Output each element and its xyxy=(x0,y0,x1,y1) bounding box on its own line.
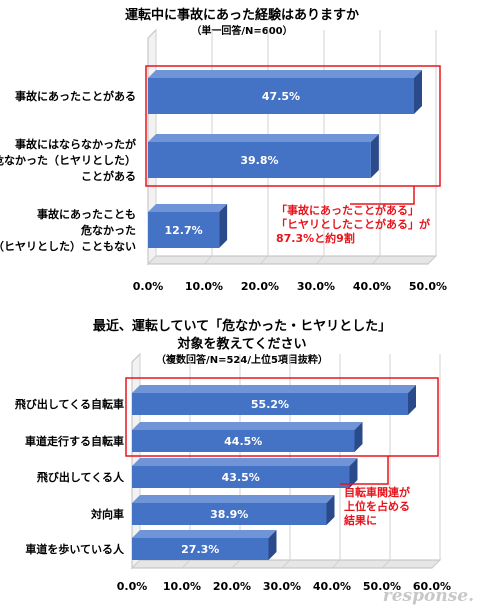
chart2-bar-top xyxy=(132,422,363,430)
watermark: response. xyxy=(382,586,474,606)
chart2-category-label: 車道走行する自転車 xyxy=(25,434,124,448)
chart1-highlight-connector xyxy=(350,186,415,205)
chart2-title-line1: 最近、運転していて「危なかった・ヒヤリとした」 xyxy=(92,319,392,334)
chart2-bar-top xyxy=(132,495,335,503)
chart2-data-label: 44.5% xyxy=(224,435,262,448)
chart2-annotation-line: 自転車関連が xyxy=(344,486,410,499)
chart1-floor xyxy=(146,255,438,265)
chart2-annotation-line: 上位を占める xyxy=(344,500,410,513)
chart2-bar-side xyxy=(326,495,335,525)
chart2-highlight-connector xyxy=(340,456,389,485)
chart1-tick-label: 40.0% xyxy=(353,280,391,293)
chart1-data-label: 47.5% xyxy=(262,90,300,103)
chart2-category-label: 対向車 xyxy=(90,507,124,521)
chart2-data-label: 38.9% xyxy=(210,508,248,521)
chart1-bar xyxy=(148,78,414,114)
chart1-annotation-line: 「ヒヤリとしたことがある」が xyxy=(276,218,430,231)
chart1-gridline-floor xyxy=(371,255,381,265)
chart1-category-label: （ヒヤリとした）こともない xyxy=(0,240,136,253)
chart1-tick-label: 10.0% xyxy=(185,280,223,293)
chart1-gridline-floor xyxy=(259,255,269,265)
chart1-tick-label: 0.0% xyxy=(133,280,164,293)
chart1-subtitle: （単一回答/N=600） xyxy=(191,26,293,37)
chart2-bar-side xyxy=(349,458,358,488)
chart2-data-label: 55.2% xyxy=(251,398,289,411)
chart1-tick-label: 30.0% xyxy=(297,280,335,293)
chart1-category-label: 事故にあったことも xyxy=(37,207,136,221)
chart1-bar-side xyxy=(414,70,422,114)
chart2-category-label: 車道を歩いている人 xyxy=(25,542,125,556)
chart1-data-label: 12.7% xyxy=(164,224,202,237)
chart2-bar-side xyxy=(408,385,416,415)
chart1-bar-top xyxy=(148,204,228,212)
chart1-tick-label: 50.0% xyxy=(409,280,447,293)
chart2-bar xyxy=(132,466,350,488)
chart2-data-label: 43.5% xyxy=(222,471,260,484)
chart1-category-label: 事故にはならなかったが xyxy=(15,137,136,151)
chart2-gridline-floor xyxy=(281,559,291,569)
chart1-bar xyxy=(148,212,220,248)
chart2-bar-side xyxy=(354,422,363,452)
chart2-title-line2: 対象を教えてください xyxy=(177,337,307,352)
chart1-gridline-floor xyxy=(203,255,213,265)
chart2-subtitle: （複数回答/N=524/上位5項目抜粋） xyxy=(156,355,328,366)
chart1-highlight-box xyxy=(145,65,441,187)
chart2-gridline-floor xyxy=(431,559,441,569)
chart1-tick-label: 20.0% xyxy=(241,280,279,293)
chart2-highlight-box xyxy=(125,377,439,457)
chart2-bar xyxy=(132,538,269,560)
chart1-annotation: 「事故にあったことがある」 「ヒヤリとしたことがある」が 87.3%と約9割 xyxy=(276,204,430,246)
chart2-gridline-floor xyxy=(331,559,341,569)
chart1-category-label: ことがある xyxy=(81,169,136,183)
chart2-gridline-floor xyxy=(131,559,141,569)
chart1-data-label: 39.8% xyxy=(240,154,278,167)
chart1-category-label: 危なかった xyxy=(80,223,136,237)
chart2-annotation-line: 結果に xyxy=(344,514,377,527)
chart2-bar-side xyxy=(268,530,277,560)
chart2-bar xyxy=(132,393,408,415)
chart2-bar-top xyxy=(132,530,277,538)
chart2-bar-top xyxy=(132,458,358,466)
chart1-gridline-floor xyxy=(147,255,157,265)
chart2-gridline-floor xyxy=(381,559,391,569)
chart2-tick-label: 30.0% xyxy=(263,580,301,593)
chart2-bar-top xyxy=(132,385,416,393)
chart1-category-label: 危なかった（ヒヤリとした） xyxy=(0,153,136,167)
chart1-bar-side xyxy=(219,204,228,248)
chart1-gridline-floor xyxy=(315,255,325,265)
chart1-annotation-line: 「事故にあったことがある」 xyxy=(276,204,419,217)
chart2-tick-label: 50.0% xyxy=(363,580,401,593)
chart2-category-label: 飛び出してくる自転車 xyxy=(14,397,124,411)
chart2-category-label: 飛び出してくる人 xyxy=(36,470,125,484)
chart2-tick-label: 40.0% xyxy=(313,580,351,593)
chart1-gridline-floor xyxy=(427,255,437,265)
chart1-category-label: 事故にあったことがある xyxy=(15,89,136,103)
chart1-bar-top xyxy=(148,70,422,78)
chart1-bar-side xyxy=(370,134,379,178)
chart2-annotation: 自転車関連が 上位を占める 結果に xyxy=(344,486,410,528)
chart2-tick-label: 0.0% xyxy=(117,580,148,593)
chart1-title: 運転中に事故にあった経験はありますか xyxy=(124,8,359,23)
chart2-gridline-floor xyxy=(181,559,191,569)
chart1-bar-top xyxy=(148,134,379,142)
chart2-bar xyxy=(132,503,327,525)
chart2-data-label: 27.3% xyxy=(181,543,219,556)
chart2-tick-label: 20.0% xyxy=(213,580,251,593)
chart1-bar xyxy=(148,142,371,178)
chart1-annotation-line: 87.3%と約9割 xyxy=(276,232,355,245)
chart2-bar xyxy=(132,430,355,452)
chart2-tick-label: 60.0% xyxy=(413,580,451,593)
chart2-tick-label: 10.0% xyxy=(163,580,201,593)
chart2-gridline-floor xyxy=(231,559,241,569)
